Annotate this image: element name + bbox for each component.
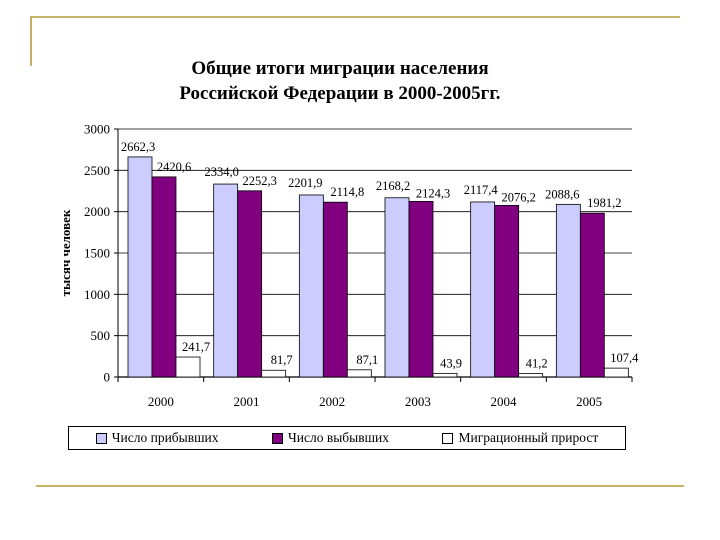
bar	[408, 200, 434, 378]
y-tick-label: 2000	[84, 204, 110, 219]
bar	[322, 201, 348, 378]
chart-title: Общие итоги миграции населения Российско…	[70, 56, 610, 106]
data-label: 43,9	[440, 356, 462, 370]
y-tick-label: 0	[104, 370, 111, 385]
y-tick-label: 1000	[84, 287, 110, 302]
bar	[346, 369, 372, 378]
decorative-top-line	[30, 16, 680, 18]
bar	[151, 176, 177, 378]
data-label: 2076,2	[501, 190, 535, 204]
bar	[127, 156, 153, 378]
chart-legend: Число прибывших Число выбывших Миграцион…	[68, 426, 626, 450]
bar	[384, 197, 410, 378]
data-label: 241,7	[182, 340, 210, 354]
decorative-bottom-line	[36, 485, 684, 487]
bar	[432, 372, 458, 378]
legend-item-arrivals: Число прибывших	[95, 430, 219, 446]
y-axis-label: тысяч человек	[58, 209, 73, 296]
data-label: 2124,3	[416, 186, 450, 200]
data-label: 107,4	[610, 351, 639, 365]
bar	[175, 356, 201, 378]
data-label: 2168,2	[376, 179, 410, 193]
x-tick-label: 2001	[234, 394, 260, 409]
legend-label-arrivals: Число прибывших	[111, 430, 219, 445]
bar	[213, 183, 239, 378]
legend-swatch-departures	[271, 432, 283, 444]
x-tick-label: 2002	[319, 394, 345, 409]
legend-swatch-net-migration	[442, 432, 454, 444]
decorative-left-line	[30, 16, 32, 66]
data-label: 2420,6	[157, 160, 191, 174]
data-label: 81,7	[271, 353, 293, 367]
chart-title-line1: Общие итоги миграции населения	[191, 58, 489, 79]
data-label: 2662,3	[121, 140, 155, 154]
legend-label-departures: Число выбывших	[287, 430, 389, 445]
bar	[261, 369, 287, 378]
legend-item-departures: Число выбывших	[271, 430, 389, 446]
y-tick-label: 1500	[84, 246, 110, 261]
y-tick-label: 3000	[84, 122, 110, 137]
data-label: 2201,9	[288, 176, 322, 190]
data-label: 1981,2	[587, 196, 621, 210]
data-label: 2252,3	[242, 174, 276, 188]
data-label: 41,2	[526, 357, 548, 371]
x-tick-label: 2005	[576, 394, 602, 409]
legend-swatch-arrivals	[95, 432, 107, 444]
data-label: 2088,6	[545, 187, 579, 201]
bar	[470, 201, 496, 378]
data-label: 2114,8	[330, 185, 364, 199]
x-tick-label: 2003	[405, 394, 431, 409]
legend-label-net-migration: Миграционный прирост	[458, 430, 599, 445]
bar	[237, 190, 263, 378]
y-tick-label: 500	[91, 328, 111, 343]
bar	[555, 203, 581, 378]
legend-item-net-migration: Миграционный прирост	[442, 430, 598, 446]
bar	[298, 194, 324, 378]
bar	[579, 212, 605, 378]
bar	[603, 367, 629, 378]
data-label: 2117,4	[464, 183, 499, 197]
y-tick-label: 2500	[84, 163, 110, 178]
x-tick-label: 2004	[491, 394, 518, 409]
data-label: 87,1	[356, 353, 378, 367]
x-tick-label: 2000	[148, 394, 174, 409]
data-label: 2334,0	[204, 165, 238, 179]
bar	[518, 373, 544, 378]
chart-title-line2: Российской Федерации в 2000-2005гг.	[179, 83, 501, 104]
bar	[494, 204, 520, 378]
